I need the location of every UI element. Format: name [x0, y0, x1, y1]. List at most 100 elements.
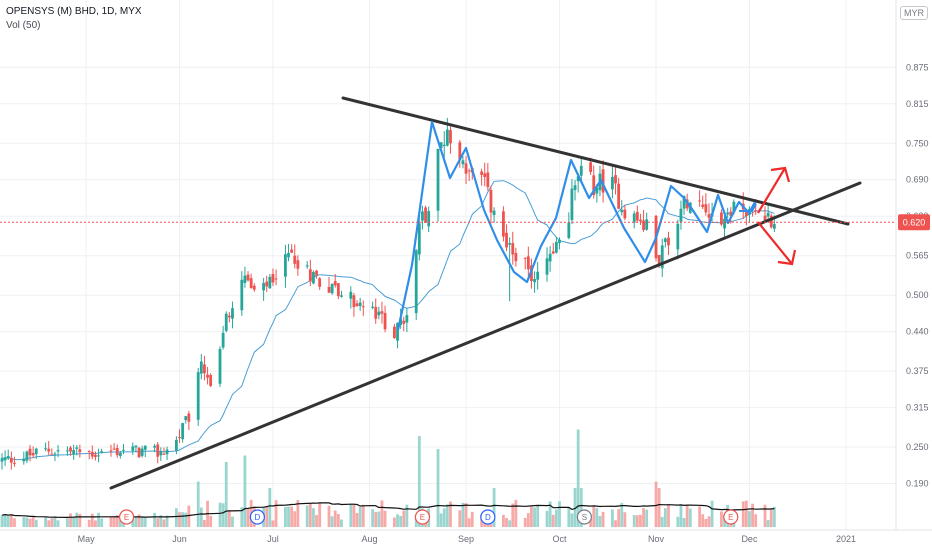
- volume-bar: [769, 509, 773, 527]
- candle-down: [227, 315, 231, 318]
- symbol-title[interactable]: OPENSYS (M) BHD, 1D, MYX: [6, 6, 142, 17]
- candle-down: [601, 169, 605, 193]
- candle-up: [53, 453, 57, 455]
- candle-up: [268, 276, 272, 289]
- candle-down: [489, 189, 493, 213]
- candle-down: [206, 374, 209, 378]
- volume-bar: [162, 519, 166, 527]
- time-tick-label: May: [78, 534, 96, 544]
- price-tick-label: 0.875: [906, 62, 929, 72]
- volume-bar: [284, 507, 287, 527]
- volume-bar: [352, 504, 356, 527]
- candle-up: [287, 252, 290, 258]
- volume-bar: [393, 517, 396, 527]
- volume-bar: [508, 520, 512, 527]
- price-tick-label: 0.190: [906, 479, 929, 489]
- volume-bar: [645, 509, 649, 527]
- volume-bar: [704, 518, 708, 527]
- candle-down: [514, 253, 518, 262]
- event-marker-earnings: [414, 509, 431, 525]
- volume-bar: [109, 516, 113, 527]
- candle-down: [707, 214, 711, 218]
- volume-bar: [642, 508, 645, 527]
- volume-bar: [614, 520, 617, 527]
- price-tick-label: 0.250: [906, 442, 929, 452]
- volume-bar: [595, 508, 599, 527]
- candle-up: [377, 311, 381, 316]
- volume-bar: [293, 511, 297, 527]
- volume-bar: [187, 505, 191, 527]
- volume-bar: [312, 508, 315, 527]
- candle-up: [358, 302, 362, 307]
- volume-bar: [467, 518, 471, 527]
- candle-down: [47, 448, 51, 452]
- candle-down: [383, 312, 387, 330]
- candle-up: [100, 451, 104, 454]
- candle-up: [196, 372, 200, 420]
- candle-up: [660, 245, 664, 269]
- candle-up: [0, 458, 4, 462]
- candle-up: [723, 218, 726, 229]
- volume-bar: [50, 518, 54, 527]
- volume-bar: [227, 510, 231, 527]
- candle-up: [611, 176, 614, 190]
- candle-up: [122, 449, 125, 451]
- breakdown-arrow[interactable]: [757, 221, 793, 265]
- volume-bar: [663, 508, 667, 527]
- volume-bar: [505, 518, 508, 527]
- candle-up: [159, 451, 163, 456]
- volume-bar: [554, 509, 558, 527]
- last-price-badge: [898, 214, 930, 231]
- volume-bar: [458, 510, 462, 527]
- breakout-up-arrow[interactable]: [757, 167, 786, 214]
- candle-down: [424, 207, 427, 223]
- candle-up: [22, 458, 26, 462]
- candle-up: [492, 210, 496, 215]
- volume-bar: [56, 520, 60, 527]
- candle-up: [330, 283, 334, 294]
- candle-up: [6, 456, 10, 459]
- candle-down: [352, 295, 356, 308]
- candle-up: [536, 271, 540, 280]
- volume-bar: [355, 513, 359, 527]
- volume-bar: [69, 513, 72, 527]
- candle-down: [90, 451, 94, 457]
- volume-bar: [0, 515, 4, 527]
- volume-bar: [632, 515, 636, 527]
- volume-bar: [598, 515, 602, 527]
- volume-bar: [181, 512, 185, 527]
- price-tick-label: 0.500: [906, 290, 929, 300]
- pattern-tail[interactable]: [739, 203, 757, 212]
- event-marker-label: D: [254, 513, 260, 522]
- currency-badge[interactable]: MYR: [900, 6, 928, 20]
- volume-bar: [327, 505, 331, 527]
- wave-pattern-line[interactable]: [396, 120, 756, 331]
- candle-up: [312, 272, 315, 284]
- candle-up: [726, 212, 730, 215]
- volume-bar: [175, 508, 178, 527]
- volume-bar: [741, 501, 745, 527]
- upper-trendline[interactable]: [341, 96, 850, 226]
- candle-up: [732, 201, 736, 213]
- volume-bar: [196, 481, 200, 527]
- lower-trendline[interactable]: [109, 181, 862, 490]
- volume-bar: [620, 502, 624, 527]
- volume-bar: [112, 516, 116, 527]
- candle-down: [333, 281, 337, 286]
- candle-down: [265, 281, 269, 287]
- volume-bar: [567, 507, 571, 527]
- volume-indicator-label[interactable]: Vol (50): [6, 20, 41, 31]
- volume-bar: [349, 503, 353, 527]
- volume-bar: [165, 515, 169, 527]
- volume-bar: [685, 505, 689, 527]
- candle-down: [402, 320, 406, 324]
- candle-down: [617, 183, 621, 209]
- volume-bar: [573, 488, 577, 527]
- price-tick-label: 0.315: [906, 403, 929, 413]
- volume-bar: [143, 517, 147, 527]
- volume-bar: [449, 501, 452, 527]
